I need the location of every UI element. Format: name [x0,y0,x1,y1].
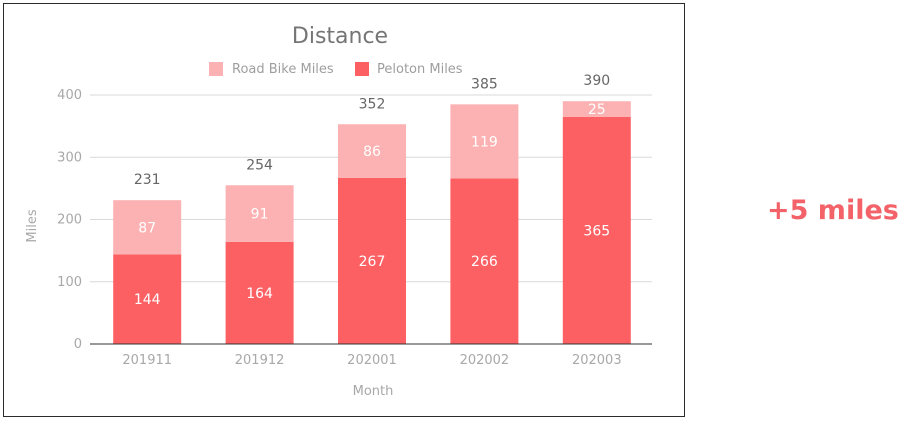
legend: Road Bike Miles Peloton Miles [209,62,463,77]
road-bike-value-label: 86 [363,144,381,160]
peloton-bar-segment [450,178,519,344]
x-tick-label: 201911 [122,353,172,368]
road-bike-bar-segment [562,101,631,117]
x-axis-label: Month [353,384,394,399]
bars [113,101,631,344]
legend-label-road-bike: Road Bike Miles [232,62,334,77]
peloton-bar-segment [562,116,631,344]
total-labels: 231 254 352 385 390 [134,73,610,188]
total-label: 390 [583,73,610,89]
x-tick-label: 201912 [235,353,285,368]
road-bike-bar-segment [113,200,182,255]
x-axis-ticks: 201911 201912 202001 202002 202003 [122,353,621,368]
peloton-value-label: 365 [583,223,610,239]
y-tick-label: 300 [57,150,82,165]
bar-labels: 144 164 267 266 365 87 91 86 119 25 [134,102,610,308]
peloton-value-label: 266 [471,254,498,270]
y-axis-label: Miles [25,209,40,242]
total-label: 231 [134,172,161,188]
peloton-bar-segment [113,254,182,344]
peloton-value-label: 144 [134,292,161,308]
road-bike-value-label: 87 [138,220,156,236]
y-tick-label: 400 [57,88,82,103]
x-tick-label: 202001 [347,353,397,368]
road-bike-bar-segment [338,124,406,178]
road-bike-value-label: 119 [471,134,498,150]
distance-chart: Distance Road Bike Miles Peloton Miles 0… [25,24,652,399]
y-axis-ticks: 0 100 200 300 400 [57,88,82,352]
y-tick-label: 0 [74,337,82,352]
peloton-bar-segment [225,241,294,344]
road-bike-value-label: 91 [251,207,269,223]
total-label: 385 [471,76,498,92]
y-tick-label: 100 [57,275,82,290]
legend-swatch-peloton [355,62,369,76]
road-bike-bar-segment [450,104,519,179]
chart-title: Distance [292,24,388,49]
road-bike-value-label: 25 [588,102,606,118]
difference-callout: +5 miles [767,195,899,226]
y-tick-label: 200 [57,213,82,228]
legend-swatch-road-bike [209,62,223,76]
chart-frame: Distance Road Bike Miles Peloton Miles 0… [3,3,685,417]
total-label: 352 [359,96,386,112]
peloton-value-label: 267 [359,254,386,270]
x-tick-label: 202003 [572,353,622,368]
peloton-bar-segment [338,177,406,344]
x-tick-label: 202002 [460,353,510,368]
total-label: 254 [246,157,273,173]
legend-label-peloton: Peloton Miles [377,62,463,77]
peloton-value-label: 164 [246,286,273,302]
road-bike-bar-segment [225,185,294,242]
